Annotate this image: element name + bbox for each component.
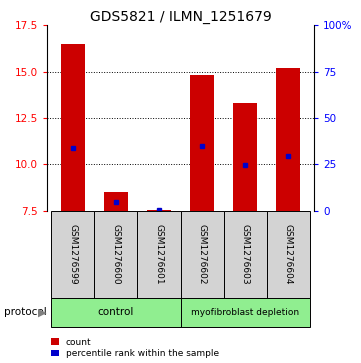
Text: myofibroblast depletion: myofibroblast depletion xyxy=(191,308,299,317)
Bar xyxy=(223,211,267,298)
Bar xyxy=(61,44,84,211)
Text: GSM1276603: GSM1276603 xyxy=(241,224,249,285)
Legend: count, percentile rank within the sample: count, percentile rank within the sample xyxy=(52,338,219,359)
Bar xyxy=(147,210,171,211)
Bar xyxy=(180,298,310,327)
Text: GSM1276604: GSM1276604 xyxy=(284,224,293,284)
Bar xyxy=(51,211,94,298)
Bar xyxy=(267,211,310,298)
Text: GSM1276602: GSM1276602 xyxy=(197,224,206,284)
Text: protocol: protocol xyxy=(4,307,46,317)
Bar xyxy=(104,192,128,211)
Bar xyxy=(190,76,214,211)
Bar xyxy=(94,211,138,298)
Text: GSM1276599: GSM1276599 xyxy=(68,224,77,285)
Bar xyxy=(51,298,180,327)
Text: ▶: ▶ xyxy=(38,307,47,317)
Bar xyxy=(180,211,223,298)
Text: GSM1276601: GSM1276601 xyxy=(155,224,164,285)
Title: GDS5821 / ILMN_1251679: GDS5821 / ILMN_1251679 xyxy=(90,11,271,24)
Text: control: control xyxy=(98,307,134,317)
Text: GSM1276600: GSM1276600 xyxy=(112,224,120,285)
Bar xyxy=(138,211,180,298)
Bar xyxy=(277,68,300,211)
Bar xyxy=(233,103,257,211)
